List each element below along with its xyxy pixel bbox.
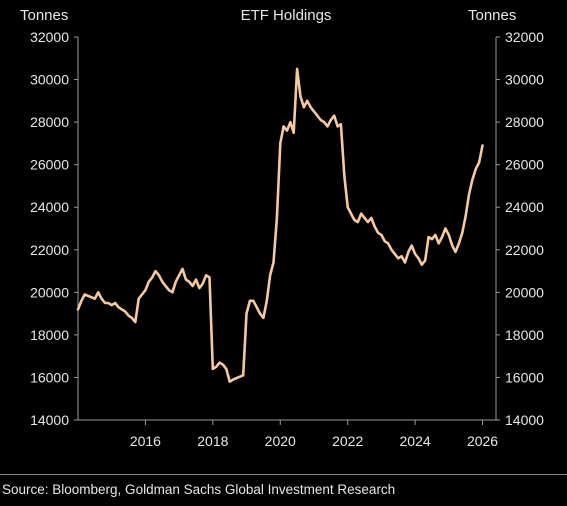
y-tick-label-right: 24000 xyxy=(505,199,544,215)
x-tick-label: 2026 xyxy=(467,433,498,449)
source-divider xyxy=(0,474,567,475)
y-tick-label-left: 24000 xyxy=(30,199,69,215)
y-tick-label-right: 18000 xyxy=(505,327,544,343)
right-axis-unit: Tonnes xyxy=(468,7,516,24)
tick-labels: 14000 14000 16000 16000 18000 18000 20000 20000… xyxy=(30,29,544,449)
y-tick-label-left: 20000 xyxy=(30,284,69,300)
y-tick-label-left: 32000 xyxy=(30,29,69,45)
y-tick-label-right: 14000 xyxy=(505,412,544,428)
series-layer xyxy=(76,67,484,384)
left-axis-unit: Tonnes xyxy=(20,7,68,24)
y-tick-label-right: 28000 xyxy=(505,114,544,130)
x-tick-label: 2024 xyxy=(400,433,431,449)
y-tick-label-right: 20000 xyxy=(505,284,544,300)
y-tick-label-right: 32000 xyxy=(505,29,544,45)
source-note: Source: Bloomberg, Goldman Sachs Global … xyxy=(2,482,396,497)
y-tick-label-right: 26000 xyxy=(505,157,544,173)
x-tick-label: 2020 xyxy=(265,433,296,449)
x-tick-label: 2018 xyxy=(197,433,228,449)
y-tick-label-left: 30000 xyxy=(30,72,69,88)
series-line-0 xyxy=(76,67,484,384)
y-tick-label-right: 30000 xyxy=(505,72,544,88)
x-tick-label: 2016 xyxy=(130,433,161,449)
y-tick-label-left: 26000 xyxy=(30,157,69,173)
y-tick-label-left: 18000 xyxy=(30,327,69,343)
y-tick-label-left: 28000 xyxy=(30,114,69,130)
chart-title: ETF Holdings xyxy=(241,7,332,24)
axes xyxy=(74,36,500,425)
x-tick-label: 2022 xyxy=(332,433,363,449)
y-tick-label-left: 14000 xyxy=(30,412,69,428)
y-tick-label-right: 16000 xyxy=(505,369,544,385)
y-tick-label-left: 22000 xyxy=(30,242,69,258)
y-tick-label-left: 16000 xyxy=(30,369,69,385)
y-tick-label-right: 22000 xyxy=(505,242,544,258)
